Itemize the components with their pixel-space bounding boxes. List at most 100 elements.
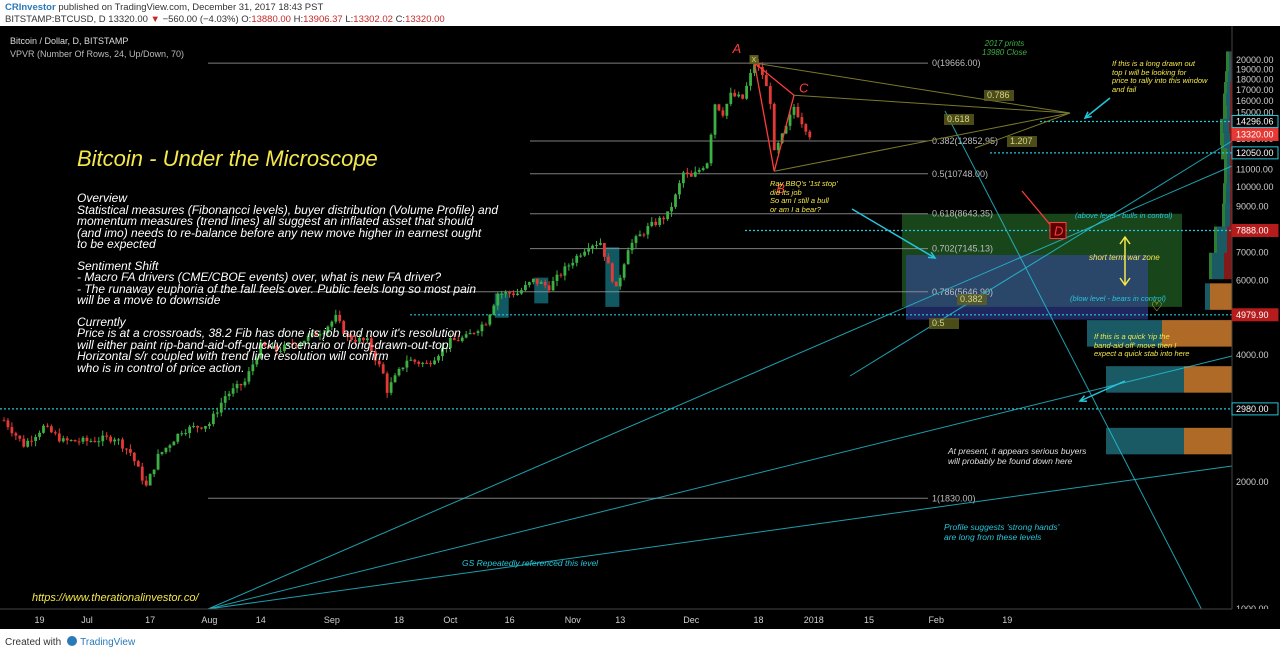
candle-body — [804, 124, 808, 132]
arrow-head — [1083, 111, 1092, 120]
candle-body — [567, 265, 571, 267]
x-tick-label: 15 — [864, 615, 874, 625]
x-tick-label: Nov — [565, 615, 582, 625]
vp-bar-down — [1227, 226, 1232, 253]
candle-body — [425, 362, 429, 364]
candle-body — [563, 266, 567, 276]
note-line: 13980 Close — [982, 48, 1027, 57]
candle-body — [231, 388, 235, 394]
candle-body — [796, 106, 800, 118]
candle-body — [709, 134, 713, 164]
vp-bar-down — [1162, 320, 1232, 347]
candle-body — [125, 448, 128, 450]
harmonic-pattern: 0.786 1.207 0.618 0.382 0.5 A X B C D ♡ — [732, 41, 1163, 329]
candles — [2, 59, 812, 487]
y-tick-label: 7000.00 — [1236, 247, 1269, 257]
candle-body — [614, 281, 618, 287]
price-chart[interactable]: 0(19666.00)0.382(12852.95)0.5(10748.00)0… — [0, 26, 1280, 629]
candle-body — [409, 359, 413, 361]
sentiment-line: - Macro FA drivers (CME/CBOE events) ove… — [77, 270, 442, 284]
note-line: 2017 prints — [984, 39, 1025, 48]
candle-body — [603, 242, 606, 257]
time-axis[interactable]: 19 Jul 17 Aug 14 Sep 18 Oct 16 Nov 13 Dec 18 2018 15 Fe… — [0, 608, 1280, 629]
chart-area[interactable]: 0(19666.00) 0.382(12852.95) 0.5(10748.00) 0… — [0, 26, 1280, 629]
vp-bar-down — [1230, 132, 1232, 160]
candle-body — [535, 278, 539, 284]
candle-body — [626, 250, 630, 265]
candle-body — [555, 274, 559, 281]
x-tick-label: 19 — [35, 615, 45, 625]
candle-body — [780, 133, 784, 143]
candle-body — [109, 436, 113, 442]
price-change: −560.00 (−4.03%) — [162, 14, 239, 25]
website-link[interactable]: https://www.therationalinvestor.co/ — [32, 592, 199, 604]
harmonic-leg — [1021, 190, 1051, 225]
candle-body — [689, 173, 693, 177]
candle-body — [741, 94, 745, 99]
candle-body — [670, 206, 673, 212]
candle-body — [61, 438, 65, 442]
price-axis[interactable]: 1000.002000.003000.004000.005000.006000.… — [1231, 26, 1280, 629]
author-link[interactable]: CRInvestor — [5, 2, 56, 13]
candle-body — [559, 274, 563, 276]
candle-body — [188, 426, 192, 434]
candle-body — [650, 221, 654, 227]
tradingview-link[interactable]: TradingView — [80, 637, 136, 648]
candle-body — [591, 245, 594, 249]
x-tick-label: 16 — [505, 615, 515, 625]
candle-body — [678, 183, 681, 195]
candle-body — [239, 384, 243, 386]
above-level-note: (above level - bulls in control) — [1075, 211, 1173, 220]
candle-body — [97, 441, 101, 443]
candle-body — [516, 293, 519, 296]
long-top-note: If this is a long drawn out top I will b… — [1112, 59, 1207, 94]
annotation-arrow — [1084, 97, 1111, 119]
candle-body — [725, 103, 729, 116]
candle-body — [701, 168, 705, 170]
candle-body — [512, 293, 515, 296]
candle-body — [326, 326, 330, 333]
vp-bar-down — [1210, 283, 1232, 310]
vp-bar-edge — [1209, 252, 1212, 280]
candle-body — [247, 371, 251, 382]
candle-body — [53, 432, 57, 434]
candle-body — [437, 356, 440, 361]
candle-body — [65, 438, 69, 441]
strong-hands-note: Profile suggests 'strong hands' are long… — [944, 522, 1059, 542]
y-tick-label: 6000.00 — [1236, 276, 1269, 286]
ratio-badge — [984, 90, 1014, 101]
trend-lines — [207, 97, 1233, 617]
candle-body — [595, 244, 598, 246]
candle-body — [294, 345, 298, 347]
x-tick-label: 13 — [615, 615, 625, 625]
y-tick-label: 16000.00 — [1236, 96, 1274, 106]
arrow-head — [927, 251, 937, 259]
candle-body — [658, 217, 662, 226]
candle-body — [524, 284, 527, 291]
candle-body — [729, 92, 733, 104]
candle-body — [26, 440, 30, 447]
symbol-label: BITSTAMP:BTCUSD, D — [5, 14, 106, 25]
y-tick-label: 4000.00 — [1236, 350, 1269, 360]
candle-body — [132, 452, 136, 462]
candle-body — [322, 332, 326, 335]
candle-body — [405, 360, 409, 368]
trend-line — [849, 140, 1233, 377]
ratio-badge — [944, 114, 974, 125]
ratio-badge — [929, 318, 959, 329]
published-text: published on TradingView.com, December 3… — [55, 2, 324, 13]
x-tick-label: Sep — [324, 615, 340, 625]
candle-body — [393, 375, 397, 383]
vp-bar-edge — [1224, 164, 1227, 192]
candle-body — [117, 439, 120, 441]
candle-body — [662, 217, 666, 220]
trend-line — [207, 165, 1233, 610]
y-tick-label: 10000.00 — [1236, 182, 1274, 192]
point-label-b: B — [776, 181, 785, 196]
candle-body — [172, 441, 176, 446]
candle-body — [89, 440, 93, 442]
tradingview-logo-icon — [67, 636, 78, 646]
x-tick-label: 19 — [1002, 615, 1012, 625]
price-tag — [1231, 146, 1279, 160]
sentiment-line: - The runaway euphoria of the fall feels… — [77, 281, 477, 296]
